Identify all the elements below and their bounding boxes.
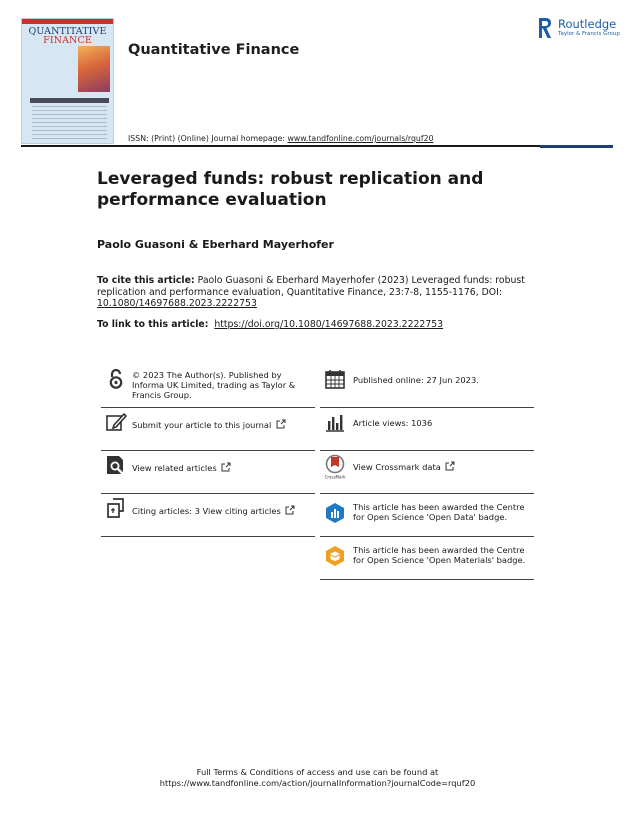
journal-name[interactable]: Quantitative Finance xyxy=(128,42,300,58)
calendar-icon xyxy=(325,370,345,389)
journal-cover-image[interactable]: QUANTITATIVE FINANCE xyxy=(21,18,114,144)
cover-band xyxy=(30,98,109,103)
header-divider xyxy=(21,145,613,147)
footer-line1: Full Terms & Conditions of access and us… xyxy=(196,767,439,777)
citing-articles-icon xyxy=(107,498,124,518)
external-link-icon xyxy=(285,505,295,515)
external-link-icon xyxy=(221,462,231,472)
open-access-text: © 2023 The Author(s). Published by Infor… xyxy=(132,370,296,400)
publisher-group: Taylor & Francis Group xyxy=(558,31,620,37)
published-online-text: Published online: 27 Jun 2023. xyxy=(353,375,479,385)
footer-terms-link[interactable]: https://www.tandfonline.com/action/journ… xyxy=(159,778,476,788)
issn-line: ISSN: (Print) (Online) Journal homepage:… xyxy=(128,134,434,143)
cover-top-bar xyxy=(22,19,113,24)
citation-block: To cite this article: Paolo Guasoni & Eb… xyxy=(97,275,537,310)
journal-homepage-link[interactable]: www.tandfonline.com/journals/rquf20 xyxy=(287,134,434,143)
related-articles-label: View related articles xyxy=(132,463,217,473)
crossmark-cell[interactable]: CrossMark View Crossmark data xyxy=(320,451,534,494)
open-materials-badge-icon xyxy=(326,546,344,566)
cite-label: To cite this article: xyxy=(97,275,195,286)
submit-article-link[interactable]: Submit your article to this journal xyxy=(132,419,312,430)
external-link-icon xyxy=(276,419,286,429)
edit-icon xyxy=(106,412,127,431)
header-divider-accent xyxy=(540,145,613,148)
cite-text: Paolo Guasoni & Eberhard Mayerhofer (202… xyxy=(97,275,525,298)
open-access-icon xyxy=(109,368,123,389)
submit-article-label: Submit your article to this journal xyxy=(132,420,272,430)
cover-title: QUANTITATIVE FINANCE xyxy=(25,26,110,46)
publisher-name: Routledge xyxy=(558,17,617,31)
citing-articles-label: Citing articles: 3 View citing articles xyxy=(132,506,281,516)
bar-chart-icon xyxy=(326,415,344,432)
citing-articles-cell[interactable]: Citing articles: 3 View citing articles xyxy=(101,494,315,537)
terms-footer: Full Terms & Conditions of access and us… xyxy=(0,767,635,789)
crossmark-link[interactable]: View Crossmark data xyxy=(353,461,533,472)
related-articles-link[interactable]: View related articles xyxy=(132,462,312,473)
article-authors: Paolo Guasoni & Eberhard Mayerhofer xyxy=(97,238,334,251)
citing-articles-link[interactable]: Citing articles: 3 View citing articles xyxy=(132,505,312,516)
related-articles-search-icon xyxy=(107,456,124,475)
crossmark-icon: CrossMark xyxy=(325,454,346,480)
cover-title-line2: FINANCE xyxy=(43,35,92,46)
open-access-cell: © 2023 The Author(s). Published by Infor… xyxy=(101,365,315,408)
open-data-badge-text: This article has been awarded the Centre… xyxy=(353,502,525,522)
routledge-r-icon xyxy=(539,18,551,38)
cover-contents-lines xyxy=(32,106,107,142)
open-materials-badge-cell: This article has been awarded the Centre… xyxy=(320,537,534,580)
open-materials-badge-text: This article has been awarded the Centre… xyxy=(353,545,526,565)
link-label: To link to this article: xyxy=(97,319,209,330)
submit-article-cell[interactable]: Submit your article to this journal xyxy=(101,408,315,451)
cover-artwork xyxy=(78,46,110,92)
cover-title-line1: QUANTITATIVE xyxy=(28,26,107,37)
issn-text: ISSN: (Print) (Online) Journal homepage: xyxy=(128,134,288,143)
open-data-badge-cell: This article has been awarded the Centre… xyxy=(320,494,534,537)
article-title: Leveraged funds: robust replication and … xyxy=(97,169,484,210)
open-data-badge-icon xyxy=(326,503,344,523)
article-views-cell: Article views: 1036 xyxy=(320,408,534,451)
article-link-block: To link to this article: https://doi.org… xyxy=(97,319,537,331)
crossmark-label: View Crossmark data xyxy=(353,462,441,472)
cite-doi-link[interactable]: 10.1080/14697688.2023.2222753 xyxy=(97,298,257,309)
article-doi-link[interactable]: https://doi.org/10.1080/14697688.2023.22… xyxy=(214,319,444,330)
related-articles-cell[interactable]: View related articles xyxy=(101,451,315,494)
publisher-logo[interactable]: Routledge Taylor & Francis Group xyxy=(538,17,620,41)
crossmark-icon-label: CrossMark xyxy=(325,475,346,480)
external-link-icon xyxy=(445,461,455,471)
article-views-text: Article views: 1036 xyxy=(353,418,433,428)
published-online-cell: Published online: 27 Jun 2023. xyxy=(320,365,534,408)
